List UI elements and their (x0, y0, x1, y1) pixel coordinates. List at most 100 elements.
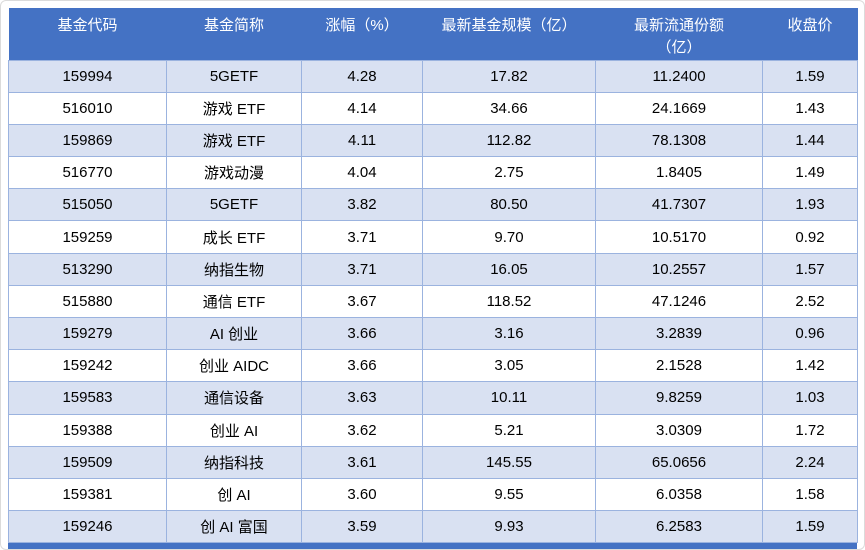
table-cell: 3.62 (301, 413, 423, 447)
table-cell: 3.0309 (595, 413, 763, 447)
column-header-label: 收盘价 (787, 17, 833, 34)
table-cell: 9.70 (422, 220, 596, 254)
column-header-label: 最新基金规模（亿） (441, 17, 577, 34)
table-cell: 1.03 (762, 381, 858, 415)
table-cell: 2.52 (762, 284, 858, 319)
table-cell: 159246 (8, 510, 167, 544)
table-cell: 9.93 (422, 510, 596, 544)
table-cell: 5GETF (166, 59, 302, 93)
table-cell: 4.11 (301, 123, 423, 158)
table-cell: 4.04 (301, 156, 423, 190)
table-row: 159869 游戏 ETF 4.11 112.82 78.1308 1.44 (8, 123, 858, 158)
table-cell: 创业 AIDC (166, 349, 302, 383)
table-body: 159994 5GETF 4.28 17.82 11.2400 1.59 516010 游戏 … (8, 59, 858, 544)
column-header-label: 基金简称 (203, 17, 264, 34)
table-cell: 24.1669 (595, 91, 763, 125)
table-cell: 4.14 (301, 91, 423, 125)
table-row: 159583 通信设备 3.63 10.11 9.8259 1.03 (8, 381, 858, 415)
table-row: 159509 纳指科技 3.61 145.55 65.0656 2.24 (8, 445, 858, 479)
table-cell: 159869 (8, 123, 167, 158)
table-cell: 0.92 (762, 220, 858, 254)
table-cell: 159388 (8, 413, 167, 447)
table-cell: 1.8405 (595, 156, 763, 190)
table-cell: 11.2400 (595, 59, 763, 93)
table-row: 159279 AI 创业 3.66 3.16 3.2839 0.96 (8, 316, 858, 351)
table-cell: 10.11 (422, 381, 596, 415)
table-cell: 9.55 (422, 477, 596, 512)
table-row: 513290 纳指生物 3.71 16.05 10.2557 1.57 (8, 252, 858, 286)
table-cell: 47.1246 (595, 284, 763, 319)
table-cell: 游戏 ETF (166, 123, 302, 158)
table-cell: 通信设备 (166, 381, 302, 415)
table-cell: 3.63 (301, 381, 423, 415)
table-cell: 159279 (8, 316, 167, 351)
table-cell: AI 创业 (166, 316, 302, 351)
header-row: 基金代码 基金简称 涨幅（%） 最新基金规模（亿） 最新流通份额 （ (8, 8, 858, 60)
table-cell: 纳指生物 (166, 252, 302, 286)
table-cell: 1.59 (762, 510, 858, 544)
table-cell: 纳指科技 (166, 445, 302, 479)
table-cell: 6.2583 (595, 510, 763, 544)
table-cell: 112.82 (422, 123, 596, 158)
table-cell: 9.8259 (595, 381, 763, 415)
table-cell: 3.66 (301, 349, 423, 383)
column-header-fund-code: 基金代码 (8, 8, 167, 60)
table-cell: 3.2839 (595, 316, 763, 351)
table-cell: 80.50 (422, 188, 596, 222)
table-header: 基金代码 基金简称 涨幅（%） 最新基金规模（亿） 最新流通份额 （ (8, 8, 858, 60)
fund-data-table: 基金代码 基金简称 涨幅（%） 最新基金规模（亿） 最新流通份额 （ (8, 8, 858, 544)
column-header-close-price: 收盘价 (762, 8, 858, 60)
table-cell: 1.93 (762, 188, 858, 222)
table-cell: 1.49 (762, 156, 858, 190)
table-cell: 3.05 (422, 349, 596, 383)
column-header-fund-name: 基金简称 (166, 8, 302, 60)
table-cell: 成长 ETF (166, 220, 302, 254)
table-cell: 3.60 (301, 477, 423, 512)
table-cell: 145.55 (422, 445, 596, 479)
table-cell: 65.0656 (595, 445, 763, 479)
column-header-label: 最新流通份额 (633, 17, 724, 34)
table-cell: 5.21 (422, 413, 596, 447)
table-cell: 159994 (8, 59, 167, 93)
table-row: 159259 成长 ETF 3.71 9.70 10.5170 0.92 (8, 220, 858, 254)
table-cell: 5GETF (166, 188, 302, 222)
table-cell: 通信 ETF (166, 284, 302, 319)
table-cell: 516010 (8, 91, 167, 125)
column-header-label: 基金代码 (57, 17, 118, 34)
table-row: 516010 游戏 ETF 4.14 34.66 24.1669 1.43 (8, 91, 858, 125)
table-cell: 159259 (8, 220, 167, 254)
table-cell: 159583 (8, 381, 167, 415)
bottom-blue-bar (8, 543, 857, 549)
column-header-label: 涨幅（%） (325, 17, 399, 34)
table-cell: 1.42 (762, 349, 858, 383)
table-cell: 159509 (8, 445, 167, 479)
column-header-circulating-shares: 最新流通份额 （亿） (595, 8, 763, 60)
table-cell: 16.05 (422, 252, 596, 286)
table-cell: 513290 (8, 252, 167, 286)
table-cell: 1.72 (762, 413, 858, 447)
table-cell: 1.58 (762, 477, 858, 512)
table-cell: 游戏 ETF (166, 91, 302, 125)
table-cell: 17.82 (422, 59, 596, 93)
table-cell: 3.59 (301, 510, 423, 544)
table-cell: 10.2557 (595, 252, 763, 286)
table-cell: 516770 (8, 156, 167, 190)
table-cell: 515050 (8, 188, 167, 222)
table-cell: 6.0358 (595, 477, 763, 512)
table-cell: 3.71 (301, 252, 423, 286)
table-row: 515050 5GETF 3.82 80.50 41.7307 1.93 (8, 188, 858, 222)
table-row: 516770 游戏动漫 4.04 2.75 1.8405 1.49 (8, 156, 858, 190)
table-cell: 3.82 (301, 188, 423, 222)
table-cell: 159381 (8, 477, 167, 512)
table-cell: 游戏动漫 (166, 156, 302, 190)
table-cell: 1.59 (762, 59, 858, 93)
table-row: 159381 创 AI 3.60 9.55 6.0358 1.58 (8, 477, 858, 512)
table-cell: 3.61 (301, 445, 423, 479)
table-cell: 4.28 (301, 59, 423, 93)
table-cell: 2.75 (422, 156, 596, 190)
table-cell: 10.5170 (595, 220, 763, 254)
table-row: 515880 通信 ETF 3.67 118.52 47.1246 2.52 (8, 284, 858, 319)
table-cell: 3.71 (301, 220, 423, 254)
table-cell: 41.7307 (595, 188, 763, 222)
